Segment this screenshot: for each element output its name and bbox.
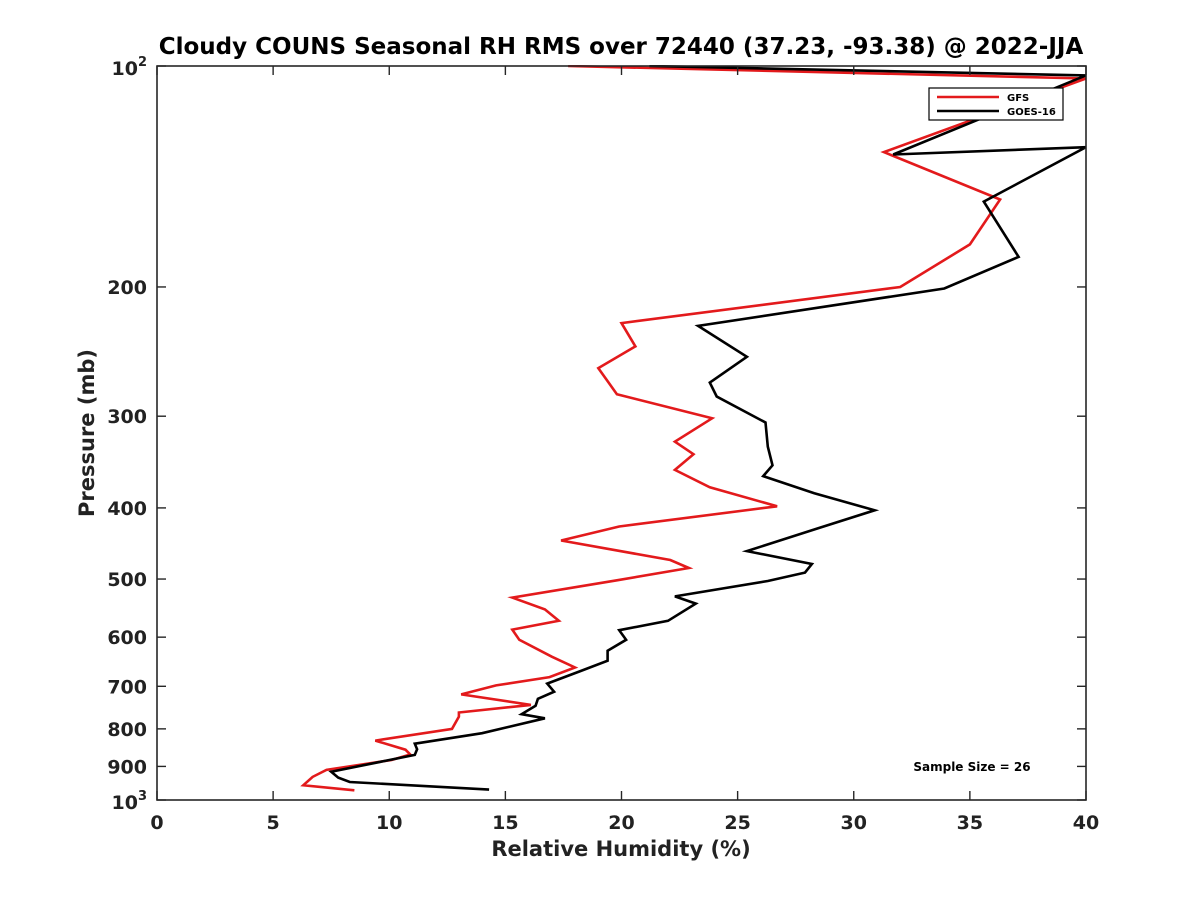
series-line-gfs [300,65,1086,792]
x-tick-label: 25 [724,812,750,834]
x-tick-label: 10 [376,812,402,834]
x-axis-label: Relative Humidity (%) [491,837,750,861]
x-tick-label: 15 [492,812,518,834]
x-tick-label: 40 [1073,812,1099,834]
plot-area: 0 5 10 15 20 25 30 35 40 102 200 300 400 500 600 700 800… [107,55,1099,834]
x-tick-label: 20 [608,812,634,834]
series-line-goes-16 [328,65,1086,791]
legend-label-gfs: GFS [1007,93,1029,104]
y-tick-label: 102 [112,55,148,80]
x-tick-label: 30 [841,812,867,834]
tick-layer: 0 5 10 15 20 25 30 35 40 102 200 300 400 500 600 700 800… [107,55,1099,834]
y-tick-label: 700 [107,676,147,698]
chart-title: Cloudy COUNS Seasonal RH RMS over 72440 … [159,34,1084,60]
legend-label-goes-16: GOES-16 [1007,107,1056,118]
legend-box [928,87,1064,121]
y-tick-label: 600 [107,627,147,649]
y-tick-label: 900 [107,756,147,778]
y-tick-label: 500 [107,569,147,591]
y-tick-label: 400 [107,498,147,520]
legend: GFS GOES-16 [928,87,1064,121]
y-tick-label: 300 [107,406,147,428]
y-tick-label: 103 [112,789,148,814]
y-tick-label: 200 [107,277,147,299]
x-tick-label: 5 [267,812,280,834]
x-tick-label: 0 [150,812,163,834]
series-layer [300,65,1086,792]
y-tick-label: 800 [107,719,147,741]
x-tick-label: 35 [957,812,983,834]
sample-size-annotation: Sample Size = 26 [913,760,1030,774]
y-axis-label: Pressure (mb) [75,349,99,517]
